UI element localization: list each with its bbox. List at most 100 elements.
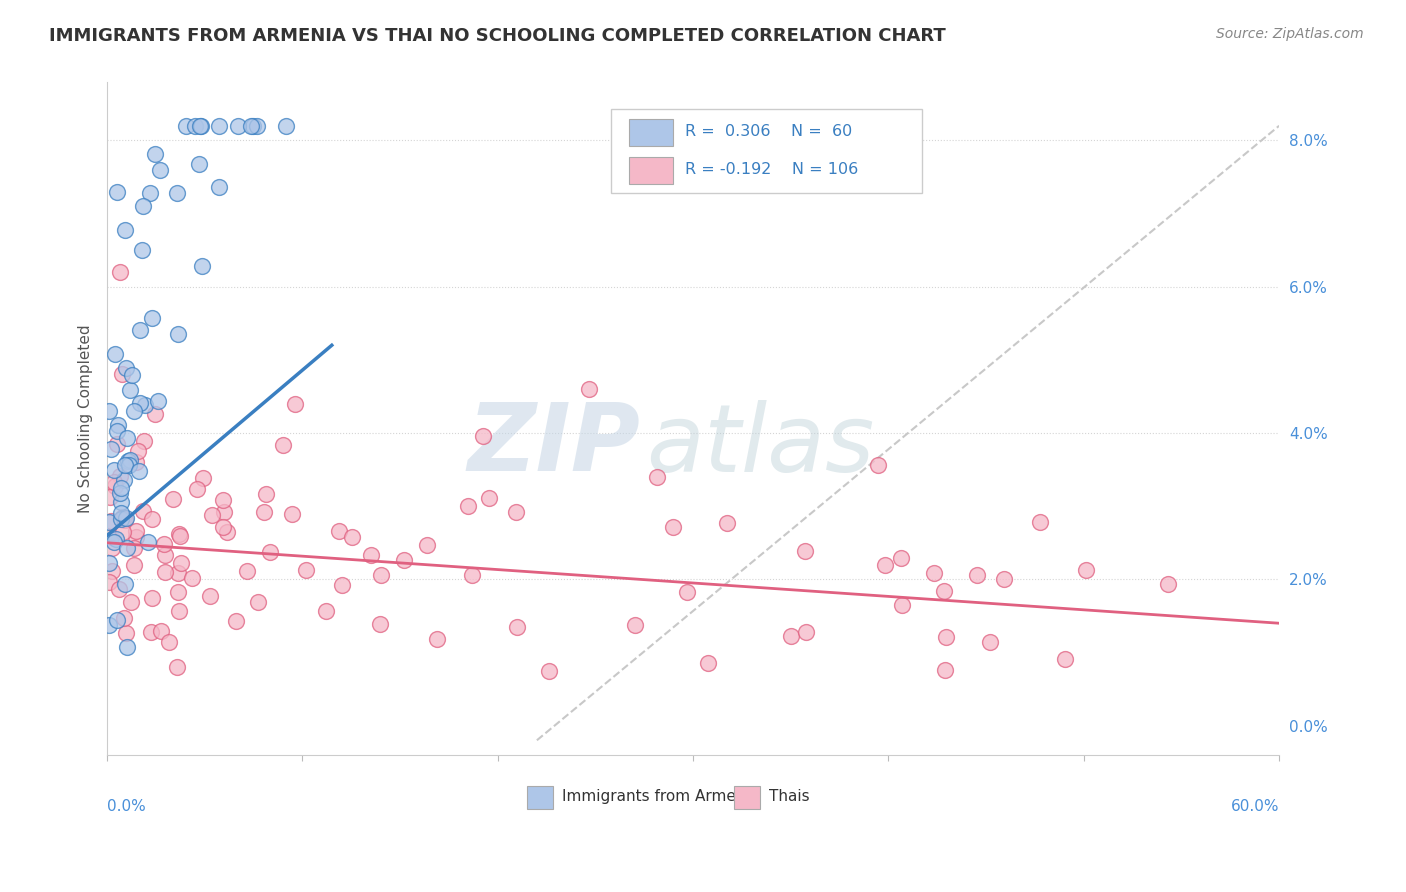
Point bbox=[107, 417, 129, 432]
Point bbox=[966, 567, 988, 582]
Point bbox=[149, 163, 172, 178]
Point bbox=[478, 491, 501, 505]
Point bbox=[120, 453, 142, 467]
Point bbox=[115, 431, 138, 445]
Point bbox=[934, 584, 956, 599]
Point bbox=[114, 513, 136, 527]
Point bbox=[141, 310, 163, 325]
Point bbox=[212, 505, 235, 519]
Point bbox=[118, 458, 141, 472]
Point bbox=[139, 186, 162, 201]
Point bbox=[1074, 563, 1097, 577]
Point bbox=[121, 368, 143, 382]
Text: R =  0.306    N =  60: R = 0.306 N = 60 bbox=[685, 123, 852, 138]
Point bbox=[98, 574, 121, 589]
Point bbox=[104, 479, 127, 493]
Point bbox=[794, 625, 817, 640]
Point bbox=[188, 157, 211, 171]
Text: IMMIGRANTS FROM ARMENIA VS THAI NO SCHOOLING COMPLETED CORRELATION CHART: IMMIGRANTS FROM ARMENIA VS THAI NO SCHOO… bbox=[49, 27, 946, 45]
Point bbox=[212, 520, 235, 534]
Text: Immigrants from Armenia: Immigrants from Armenia bbox=[562, 789, 759, 805]
Point bbox=[166, 186, 188, 200]
Point bbox=[190, 119, 212, 133]
Point bbox=[240, 119, 263, 133]
Point bbox=[253, 505, 276, 519]
Point bbox=[537, 664, 560, 678]
Point bbox=[284, 397, 307, 411]
Point bbox=[198, 589, 221, 603]
Point bbox=[866, 458, 889, 472]
Point bbox=[360, 549, 382, 563]
Text: ZIP: ZIP bbox=[468, 400, 640, 491]
Point bbox=[979, 635, 1001, 649]
Point bbox=[128, 464, 150, 478]
Bar bbox=[628, 119, 673, 145]
Bar bbox=[734, 786, 761, 809]
Point bbox=[105, 437, 128, 451]
Bar bbox=[628, 157, 673, 185]
Point bbox=[155, 548, 177, 562]
Point bbox=[225, 614, 247, 628]
Point bbox=[110, 469, 132, 483]
Point bbox=[105, 424, 128, 438]
Point bbox=[141, 512, 163, 526]
Point bbox=[242, 119, 264, 133]
Point bbox=[207, 119, 229, 133]
FancyBboxPatch shape bbox=[612, 109, 922, 193]
Point bbox=[328, 524, 350, 539]
Point bbox=[186, 483, 208, 497]
Point bbox=[578, 382, 600, 396]
Point bbox=[780, 629, 803, 643]
Point bbox=[124, 530, 146, 544]
Point bbox=[181, 571, 204, 585]
Point bbox=[166, 326, 188, 341]
Point bbox=[1053, 651, 1076, 665]
Point bbox=[1029, 515, 1052, 529]
Point bbox=[114, 626, 136, 640]
Point bbox=[98, 515, 121, 529]
Point bbox=[193, 471, 215, 485]
Point bbox=[190, 259, 212, 273]
Point bbox=[108, 486, 131, 500]
Point bbox=[136, 535, 159, 549]
Point bbox=[315, 604, 337, 618]
Point bbox=[460, 567, 482, 582]
Point bbox=[111, 510, 134, 524]
Point bbox=[115, 511, 138, 525]
Point bbox=[281, 507, 304, 521]
Point bbox=[148, 393, 170, 408]
Point bbox=[934, 664, 956, 678]
Point bbox=[112, 524, 135, 539]
Point bbox=[394, 553, 416, 567]
Point bbox=[122, 558, 145, 572]
Point bbox=[127, 444, 149, 458]
Text: Thais: Thais bbox=[769, 789, 810, 805]
Point bbox=[226, 119, 249, 133]
Point bbox=[110, 481, 132, 495]
Point bbox=[132, 434, 155, 448]
Point bbox=[100, 442, 122, 456]
Point bbox=[114, 223, 136, 237]
Point bbox=[120, 595, 142, 609]
Point bbox=[184, 119, 207, 133]
Point bbox=[259, 544, 281, 558]
Point bbox=[129, 396, 152, 410]
Point bbox=[122, 404, 145, 418]
Point bbox=[110, 494, 132, 508]
Point bbox=[134, 398, 156, 412]
Point bbox=[128, 323, 150, 337]
Point bbox=[506, 620, 529, 634]
Point bbox=[873, 558, 896, 573]
Point bbox=[208, 180, 231, 194]
Point bbox=[167, 584, 190, 599]
Y-axis label: No Schooling Completed: No Schooling Completed bbox=[79, 324, 93, 513]
Point bbox=[117, 454, 139, 468]
Point bbox=[370, 568, 392, 582]
Point bbox=[104, 347, 127, 361]
Point bbox=[1157, 577, 1180, 591]
Point bbox=[101, 541, 124, 556]
Point bbox=[794, 543, 817, 558]
Point bbox=[174, 119, 197, 133]
Point bbox=[114, 458, 136, 472]
Point bbox=[661, 519, 683, 533]
